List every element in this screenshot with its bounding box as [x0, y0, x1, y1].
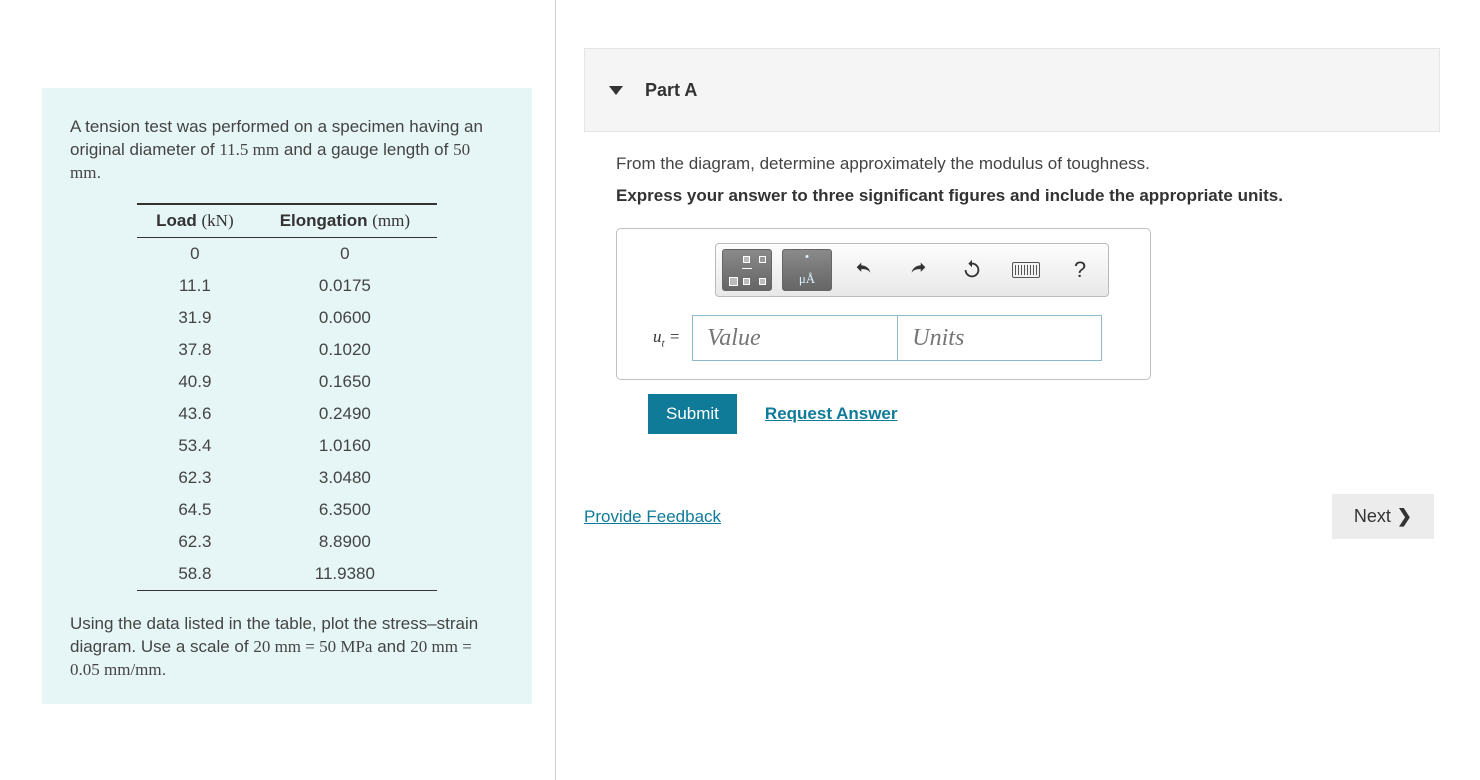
table-cell: 31.9 [137, 302, 253, 334]
footer-2: and [372, 637, 410, 656]
part-header[interactable]: Part A [584, 48, 1440, 132]
table-cell: 0.0175 [253, 270, 437, 302]
table-row: 37.80.1020 [137, 334, 437, 366]
page-container: A tension test was performed on a specim… [0, 0, 1480, 780]
collapse-icon [609, 86, 623, 95]
table-cell: 37.8 [137, 334, 253, 366]
table-cell: 0.2490 [253, 398, 437, 430]
table-row: 64.56.3500 [137, 494, 437, 526]
keyboard-icon [1012, 262, 1040, 278]
table-row: 43.60.2490 [137, 398, 437, 430]
reset-icon [961, 259, 983, 281]
col1-label: Load [156, 211, 197, 230]
table-cell: 58.8 [137, 558, 253, 591]
chevron-right-icon: ❯ [1397, 506, 1412, 527]
question-text: From the diagram, determine approximatel… [616, 154, 1440, 174]
intro-text-3: . [96, 163, 101, 182]
equals-sign: = [665, 327, 681, 346]
col1-unit: (kN) [202, 211, 234, 230]
table-row: 62.33.0480 [137, 462, 437, 494]
units-button-label: μÅ [799, 271, 815, 287]
table-row: 53.41.0160 [137, 430, 437, 462]
templates-button[interactable] [722, 249, 772, 291]
units-button[interactable]: μÅ [782, 249, 832, 291]
problem-footer: Using the data listed in the table, plot… [70, 613, 504, 682]
intro-text-2: and a gauge length of [279, 140, 453, 159]
help-icon: ? [1074, 257, 1086, 283]
undo-icon [853, 259, 875, 281]
table-cell: 0 [137, 237, 253, 270]
table-cell: 40.9 [137, 366, 253, 398]
table-cell: 6.3500 [253, 494, 437, 526]
table-cell: 11.1 [137, 270, 253, 302]
feedback-row: Provide Feedback Next ❯ [584, 494, 1440, 539]
request-answer-link[interactable]: Request Answer [765, 404, 898, 424]
redo-button[interactable] [896, 249, 940, 291]
instruction-text: Express your answer to three significant… [616, 186, 1440, 206]
table-row: 58.811.9380 [137, 558, 437, 591]
next-button[interactable]: Next ❯ [1332, 494, 1434, 539]
table-cell: 62.3 [137, 526, 253, 558]
col2-unit: (mm) [372, 211, 410, 230]
scale1-value: 20 mm = 50 MPa [253, 637, 372, 656]
col2-header: Elongation (mm) [253, 204, 437, 238]
question-area: From the diagram, determine approximatel… [584, 132, 1440, 434]
reset-button[interactable] [950, 249, 994, 291]
table-cell: 0 [253, 237, 437, 270]
table-row: 31.90.0600 [137, 302, 437, 334]
redo-icon [907, 259, 929, 281]
table-cell: 3.0480 [253, 462, 437, 494]
keyboard-button[interactable] [1004, 249, 1048, 291]
table-cell: 53.4 [137, 430, 253, 462]
variable-symbol: u [653, 327, 662, 346]
footer-3: . [162, 660, 167, 679]
input-row: ut = [653, 315, 1132, 361]
table-cell: 62.3 [137, 462, 253, 494]
math-toolbar: μÅ ? [715, 243, 1109, 297]
table-cell: 0.1020 [253, 334, 437, 366]
provide-feedback-link[interactable]: Provide Feedback [584, 507, 721, 527]
table-cell: 1.0160 [253, 430, 437, 462]
col2-label: Elongation [280, 211, 368, 230]
units-input[interactable] [897, 315, 1102, 361]
part-title: Part A [645, 80, 697, 101]
table-row: 62.38.8900 [137, 526, 437, 558]
problem-statement-box: A tension test was performed on a specim… [42, 88, 532, 704]
help-button[interactable]: ? [1058, 249, 1102, 291]
button-row: Submit Request Answer [648, 394, 1440, 434]
answer-box: μÅ ? [616, 228, 1151, 380]
left-panel: A tension test was performed on a specim… [0, 0, 556, 780]
col1-header: Load (kN) [137, 204, 253, 238]
problem-intro: A tension test was performed on a specim… [70, 116, 504, 185]
value-input[interactable] [692, 315, 897, 361]
undo-button[interactable] [842, 249, 886, 291]
table-cell: 8.8900 [253, 526, 437, 558]
table-row: 11.10.0175 [137, 270, 437, 302]
variable-label: ut = [653, 327, 680, 349]
diameter-value: 11.5 mm [219, 140, 279, 159]
table-row: 40.90.1650 [137, 366, 437, 398]
data-table: Load (kN) Elongation (mm) 0011.10.017531… [137, 203, 437, 591]
table-row: 00 [137, 237, 437, 270]
table-cell: 11.9380 [253, 558, 437, 591]
next-label: Next [1354, 506, 1391, 527]
submit-button[interactable]: Submit [648, 394, 737, 434]
table-cell: 0.0600 [253, 302, 437, 334]
table-cell: 64.5 [137, 494, 253, 526]
table-cell: 0.1650 [253, 366, 437, 398]
table-cell: 43.6 [137, 398, 253, 430]
right-panel: Part A From the diagram, determine appro… [556, 0, 1480, 780]
